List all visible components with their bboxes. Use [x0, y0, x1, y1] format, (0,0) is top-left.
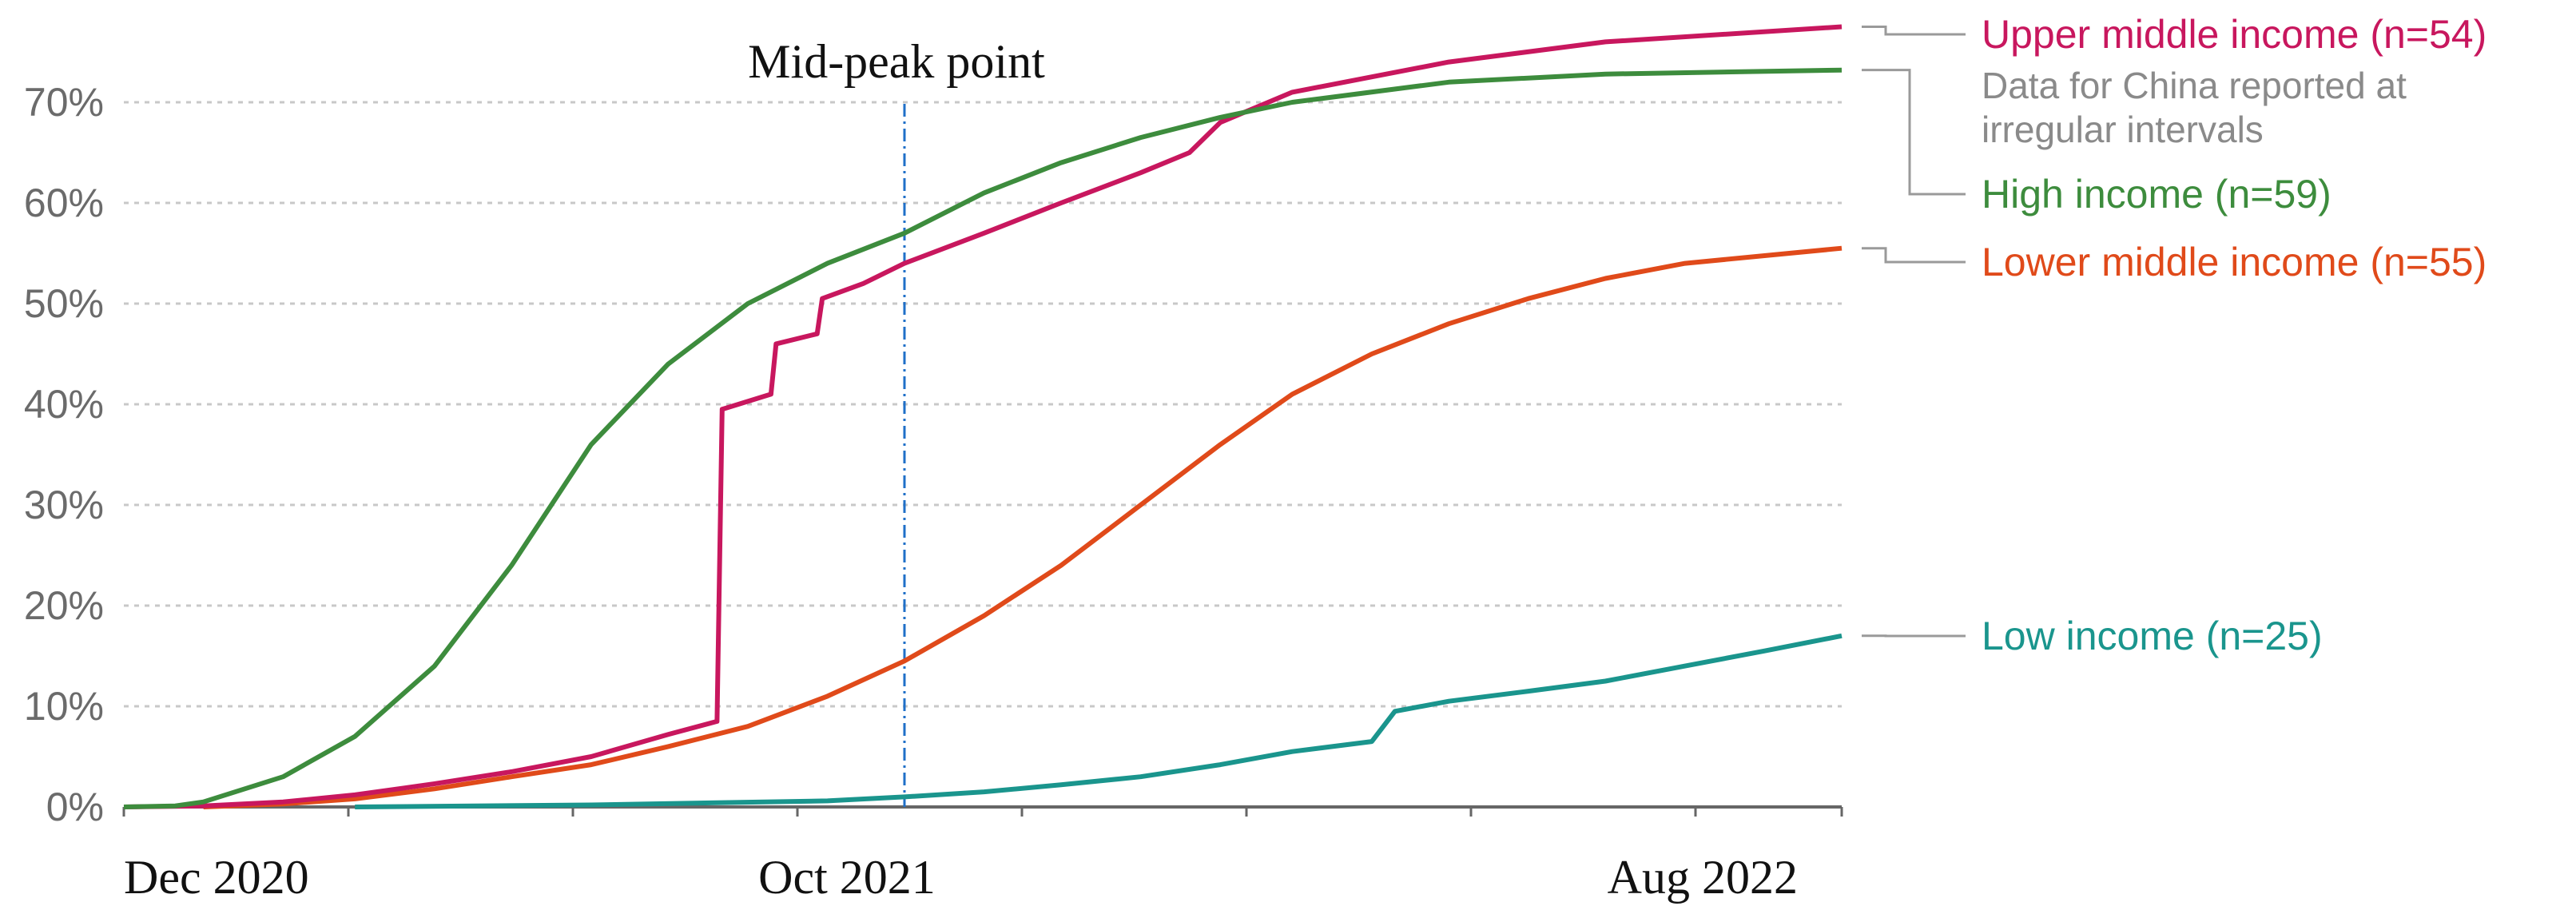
series-line-lower-middle-income [203, 245, 1843, 809]
series-line-upper-middle-income [123, 24, 1843, 809]
leader-line [1862, 26, 1966, 36]
series-label-upper-middle-income: Upper middle income (n=54) [1982, 12, 2487, 57]
series-name: Lower middle income [1982, 240, 2370, 284]
series-line-low-income [355, 633, 1843, 809]
series-label-high-income: High income (n=59) [1982, 172, 2332, 217]
y-tick-label: 50% [24, 281, 104, 326]
y-tick-label: 40% [24, 382, 104, 427]
y-axis-ticks: 0% 10% 20% 30% 40% 50% 60% 70% [24, 80, 104, 829]
series-name: Upper middle income [1982, 12, 2370, 57]
mid-peak-annotation: Mid-peak point [748, 35, 1045, 807]
series-count: (n=54) [2370, 12, 2487, 57]
x-tick-label: Dec 2020 [124, 851, 309, 904]
x-axis: Dec 2020 Oct 2021 Aug 2022 [122, 805, 1843, 904]
series-count: (n=59) [2215, 172, 2332, 217]
x-tick-label: Aug 2022 [1608, 851, 1798, 904]
y-tick-label: 30% [24, 483, 104, 527]
series-count: (n=25) [2206, 614, 2323, 658]
series-name: High income [1982, 172, 2215, 217]
series-line-high-income [123, 67, 1843, 809]
leader-line [1862, 247, 1966, 264]
series-note: Data for China reported at [1982, 65, 2407, 106]
x-tick-label: Oct 2021 [758, 851, 936, 904]
series-name: Low income [1982, 614, 2206, 658]
series-lines [123, 24, 1843, 809]
series-note: irregular intervals [1982, 109, 2264, 150]
series-label-lower-middle-income: Lower middle income (n=55) [1982, 240, 2487, 284]
series-labels: Upper middle income (n=54) Data for China… [1862, 12, 2487, 658]
y-tick-label: 0% [46, 785, 104, 829]
leader-line [1862, 69, 1966, 196]
y-tick-label: 70% [24, 80, 104, 125]
series-count: (n=55) [2370, 240, 2487, 284]
series-label-low-income: Low income (n=25) [1982, 614, 2323, 658]
y-tick-label: 20% [24, 583, 104, 628]
mid-peak-label: Mid-peak point [748, 35, 1045, 88]
y-tick-label: 60% [24, 181, 104, 225]
y-tick-label: 10% [24, 684, 104, 729]
